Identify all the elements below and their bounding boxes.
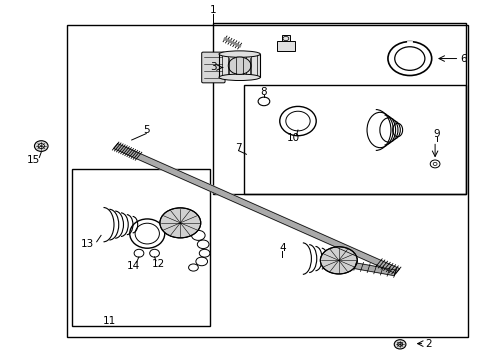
Bar [67, 24, 467, 337]
Bar [72, 169, 210, 327]
Text: 1: 1 [209, 5, 216, 15]
Polygon shape [113, 144, 399, 274]
Text: 9: 9 [433, 129, 440, 139]
Ellipse shape [34, 141, 48, 152]
Text: 2: 2 [424, 339, 431, 348]
Text: 6: 6 [459, 54, 466, 64]
Text: 3: 3 [210, 63, 217, 72]
Ellipse shape [393, 340, 405, 349]
FancyBboxPatch shape [201, 52, 224, 83]
Bar [244, 85, 465, 194]
Bar [277, 41, 294, 51]
Text: 7: 7 [235, 143, 242, 153]
Circle shape [160, 208, 201, 238]
Polygon shape [354, 263, 395, 276]
Text: 5: 5 [142, 125, 149, 135]
Text: 11: 11 [102, 316, 116, 326]
Ellipse shape [38, 144, 44, 149]
Text: 10: 10 [286, 133, 299, 143]
Text: 13: 13 [81, 239, 94, 249]
Ellipse shape [219, 74, 260, 81]
Ellipse shape [219, 51, 260, 57]
Text: 8: 8 [260, 87, 267, 98]
Circle shape [320, 247, 357, 274]
Text: 15: 15 [26, 156, 40, 165]
Text: 12: 12 [151, 259, 165, 269]
Ellipse shape [228, 57, 250, 75]
Bar [282, 35, 289, 41]
Bar [212, 23, 465, 194]
Ellipse shape [397, 342, 402, 346]
Text: 14: 14 [127, 261, 140, 271]
Bar [219, 54, 260, 77]
Text: 4: 4 [279, 243, 285, 253]
